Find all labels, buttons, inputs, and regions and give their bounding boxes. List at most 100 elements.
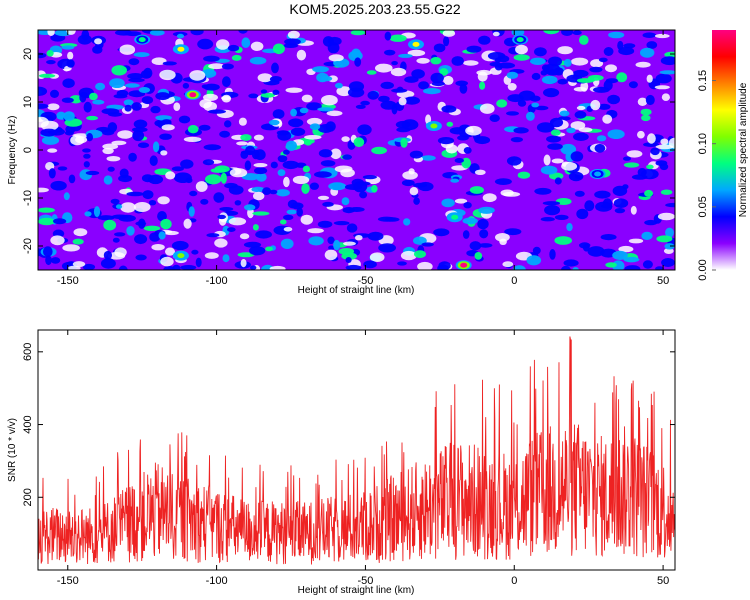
heatmap-cell	[150, 105, 161, 114]
heatmap-cell	[103, 175, 113, 185]
heatmap-cell	[173, 102, 181, 111]
heatmap-cell	[517, 99, 527, 107]
heatmap-cell	[463, 147, 472, 154]
heatmap-cell	[369, 252, 385, 262]
heatmap-cell	[189, 70, 206, 81]
heatmap-cell	[459, 83, 468, 94]
heatmap-cell	[158, 231, 166, 240]
heatmap-cell	[160, 256, 174, 267]
heatmap-cell	[92, 99, 105, 105]
heatmap-cell	[306, 117, 323, 126]
heatmap-cell	[47, 30, 55, 36]
heatmap-peak	[412, 41, 420, 47]
heatmap-cell	[608, 31, 625, 39]
heatmap-cell	[318, 149, 333, 158]
heatmap-cell	[442, 30, 456, 37]
heatmap-cell	[600, 234, 617, 241]
heatmap-cell	[284, 38, 301, 46]
heatmap-cell	[342, 207, 355, 214]
heatmap-cell	[126, 191, 144, 197]
heatmap-cell	[540, 165, 558, 175]
x-tick-label: 0	[511, 575, 517, 587]
heatmap-cell	[100, 258, 116, 269]
heatmap-cell	[664, 243, 675, 250]
heatmap-cell	[253, 163, 268, 168]
heatmap-cell	[118, 265, 128, 270]
heatmap-cell	[141, 174, 154, 183]
heatmap-cell	[272, 89, 280, 96]
heatmap-cell	[208, 109, 226, 114]
heatmap-cell	[645, 94, 655, 106]
heatmap-cell	[534, 47, 547, 57]
heatmap-cell	[119, 44, 136, 55]
heatmap-cell	[77, 34, 92, 45]
heatmap-cell	[114, 232, 126, 237]
colorbar-ticks: 0.00 0.05 0.10 0.15	[697, 70, 716, 281]
heatmap-cell	[245, 145, 256, 156]
heatmap-cell	[195, 257, 202, 268]
heatmap-cell	[159, 133, 172, 140]
heatmap-cell	[62, 78, 75, 88]
x-tick-label: 0	[511, 275, 517, 287]
heatmap-cell	[183, 136, 202, 142]
heatmap-cell	[140, 70, 152, 79]
heatmap-cell	[243, 241, 262, 248]
heatmap-cell	[430, 72, 444, 84]
heatmap-cell	[366, 70, 377, 75]
heatmap-cell	[128, 152, 137, 162]
heatmap-cell	[248, 246, 266, 256]
heatmap-cell	[72, 238, 84, 245]
heatmap-cell	[46, 50, 54, 57]
heatmap-cell	[112, 237, 120, 243]
heatmap-cell	[272, 43, 285, 55]
heatmap-cell	[307, 228, 324, 234]
heatmap-cell	[219, 207, 234, 211]
heatmap-cell	[260, 92, 275, 98]
heatmap-cell	[664, 51, 675, 58]
heatmap-cell	[549, 117, 564, 128]
heatmap-cell	[450, 178, 460, 183]
heatmap-cell	[50, 235, 65, 246]
x-tick-label: -50	[357, 275, 373, 287]
heatmap-cell	[595, 201, 613, 212]
heatmap-cell	[335, 82, 343, 89]
heatmap-cell	[252, 211, 270, 216]
heatmap-cell	[630, 205, 637, 215]
heatmap-cell	[401, 119, 419, 131]
colorbar: 0.00 0.05 0.10 0.15 Normalized spectral amp…	[697, 30, 749, 281]
heatmap-cell	[347, 87, 365, 98]
heatmap-cell	[240, 134, 252, 141]
heatmap-cell	[571, 57, 589, 66]
heatmap-cell	[124, 83, 140, 88]
heatmap-cell	[248, 93, 259, 99]
heatmap-cell	[103, 219, 117, 231]
heatmap-cell	[217, 214, 226, 220]
y-tick-label: 400	[22, 415, 34, 433]
heatmap-cell	[317, 220, 333, 228]
heatmap-cell	[171, 240, 189, 251]
heatmap-cell	[270, 161, 278, 169]
heatmap-cell	[563, 259, 579, 267]
heatmap-cell	[391, 61, 398, 66]
heatmap-cell	[480, 103, 495, 114]
heatmap-cell	[497, 55, 510, 63]
heatmap-cell	[40, 128, 58, 137]
heatmap-cell	[602, 114, 613, 124]
heatmap-cell	[663, 248, 674, 254]
heatmap-cell	[116, 89, 129, 97]
heatmap-cell	[252, 224, 259, 231]
heatmap-cell	[148, 200, 157, 206]
x-tick-label: -150	[57, 275, 79, 287]
heatmap-cell	[283, 149, 290, 155]
snr-series-line	[38, 336, 675, 565]
heatmap-cell	[124, 31, 142, 37]
heatmap-cell	[502, 191, 521, 197]
heatmap-cell	[183, 218, 192, 229]
heatmap-cell	[283, 214, 294, 220]
y-tick-label: 20	[22, 48, 34, 60]
heatmap-cell	[200, 198, 209, 205]
heatmap-cell	[277, 155, 288, 163]
heatmap-cell	[86, 115, 98, 121]
